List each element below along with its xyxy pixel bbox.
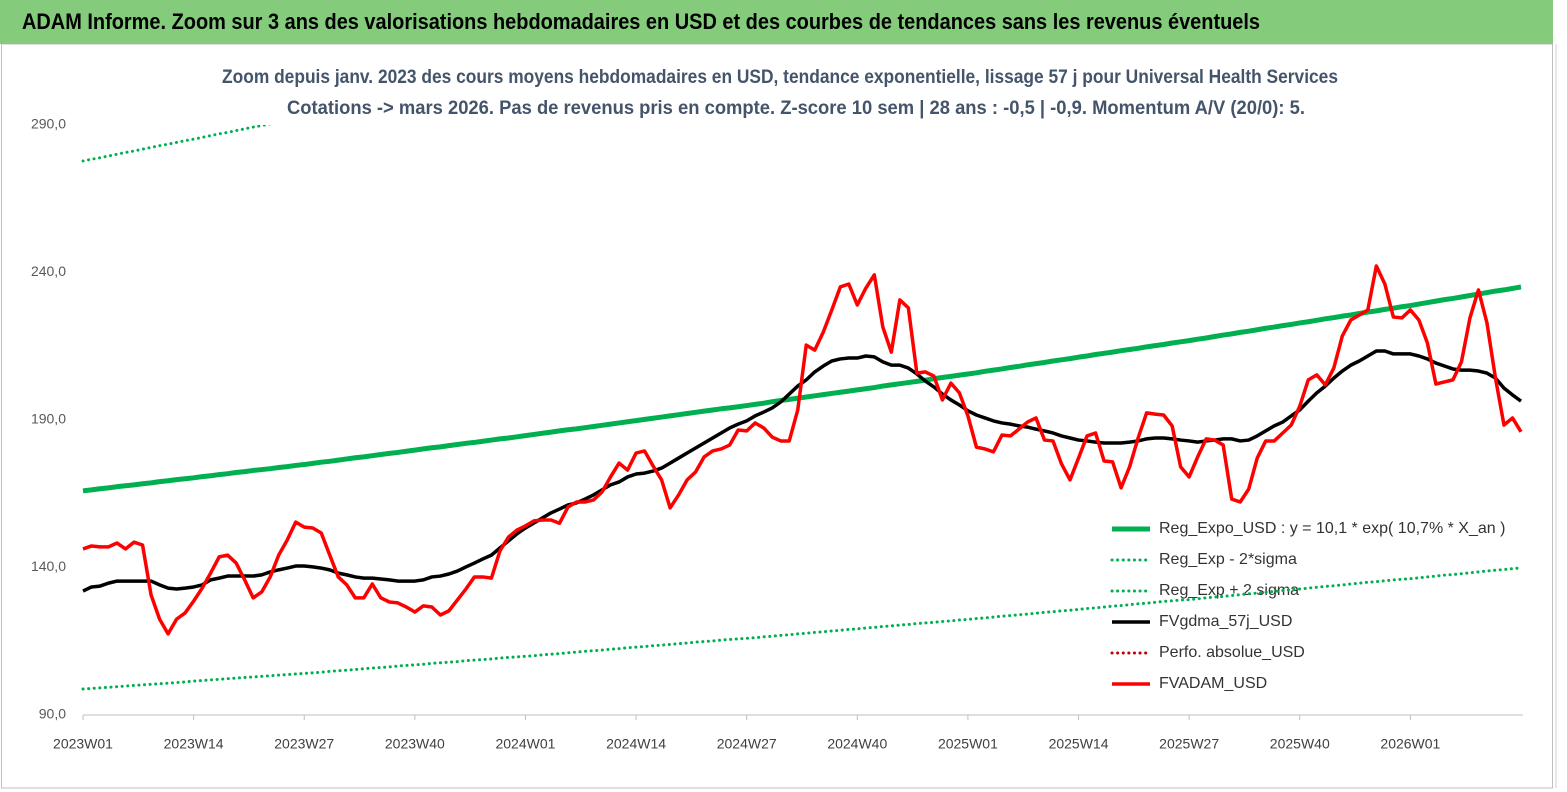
subtitle-line: Zoom depuis janv. 2023 des cours moyens … [222, 67, 1338, 88]
x-tick-label: 2023W27 [274, 736, 334, 752]
x-tick-label: 2024W40 [827, 736, 887, 752]
x-tick-label: 2024W27 [717, 736, 777, 752]
header-title: ADAM Informe. Zoom sur 3 ans des valoris… [22, 9, 1260, 34]
y-tick-label: 240,0 [31, 263, 66, 279]
y-tick-label: 90,0 [39, 706, 66, 722]
x-tick-label: 2023W01 [53, 736, 113, 752]
series-line [81, 566, 1523, 691]
x-tick-label: 2025W40 [1270, 736, 1330, 752]
x-tick-label: 2025W27 [1159, 736, 1219, 752]
x-tick-label: 2025W14 [1049, 736, 1109, 752]
legend-label: Reg_Expo_USD : y = 10,1 * exp( 10,7% * X… [1159, 520, 1505, 537]
header-band [0, 0, 1553, 44]
y-tick-label: 290,0 [31, 116, 66, 132]
x-tick-label: 2026W01 [1380, 736, 1440, 752]
series-line [82, 264, 1523, 636]
y-tick-label: 190,0 [31, 411, 66, 427]
legend-label: FVADAM_USD [1159, 675, 1267, 692]
legend-label: Reg_Exp - 2*sigma [1159, 551, 1297, 568]
x-tick-label: 2023W14 [164, 736, 224, 752]
legend: Reg_Expo_USD : y = 10,1 * exp( 10,7% * X… [1110, 520, 1505, 692]
x-tick-label: 2024W14 [606, 736, 666, 752]
subtitle-line: Cotations -> mars 2026. Pas de revenus p… [287, 98, 1305, 119]
x-tick-label: 2025W01 [938, 736, 998, 752]
x-tick-label: 2023W40 [385, 736, 445, 752]
legend-label: Reg_Exp + 2 sigma [1159, 582, 1299, 599]
plot-lines [81, 125, 1523, 691]
legend-label: FVgdma_57j_USD [1159, 613, 1292, 630]
y-tick-label: 140,0 [31, 558, 66, 574]
legend-label: Perfo. absolue_USD [1159, 644, 1305, 661]
x-tick-label: 2024W01 [495, 736, 555, 752]
series-line [82, 284, 1522, 494]
